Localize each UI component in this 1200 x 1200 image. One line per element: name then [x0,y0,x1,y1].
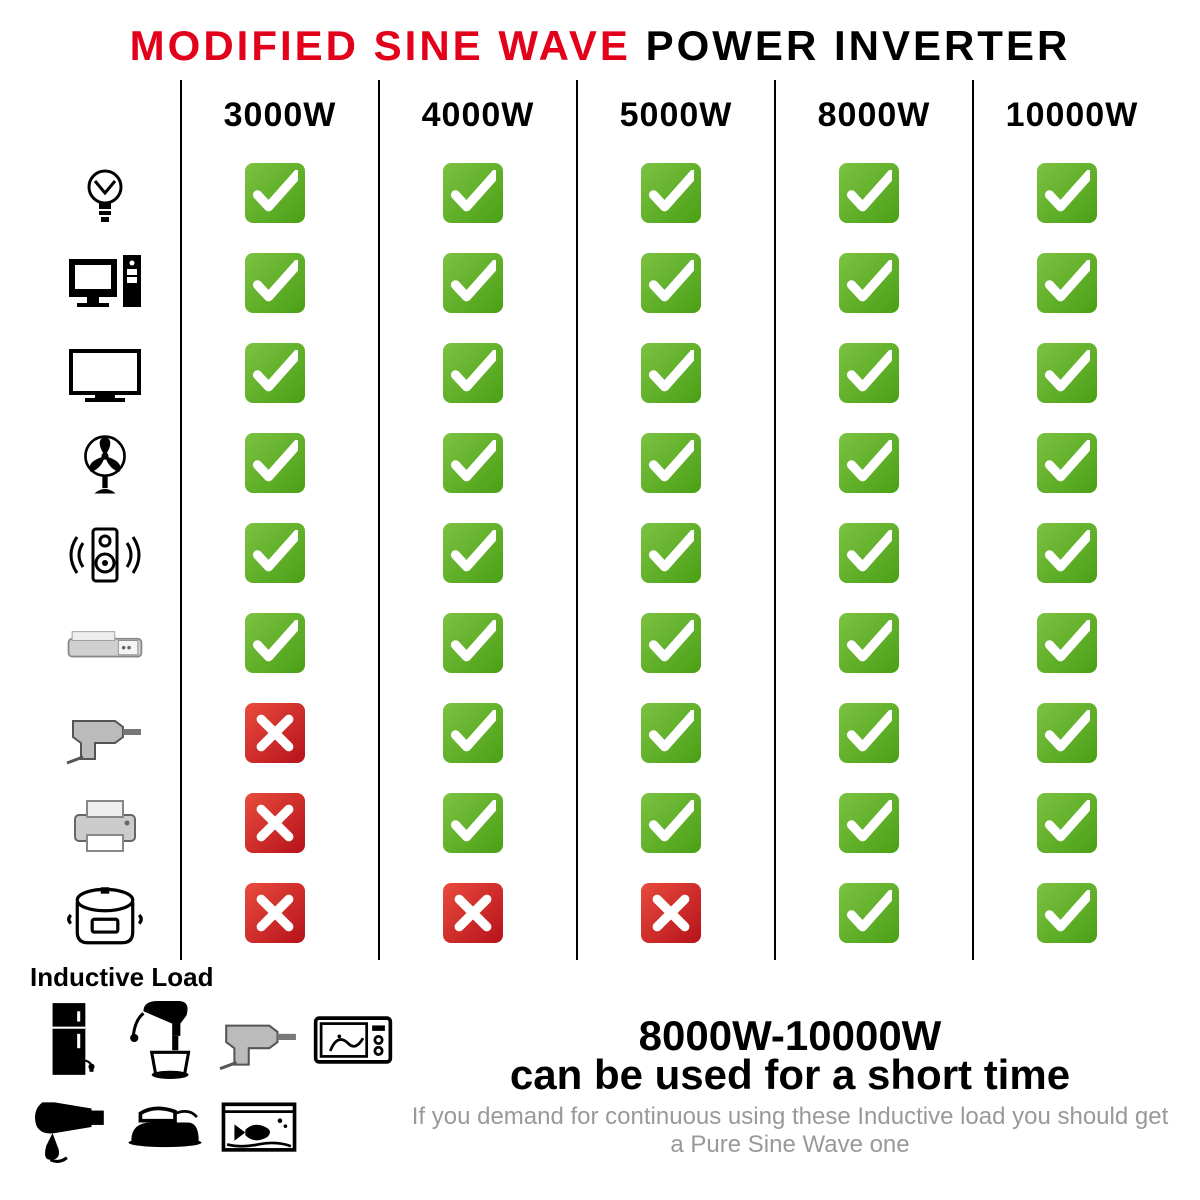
check-mark [576,150,774,240]
mixer-icon [124,999,212,1087]
speaker-icon [30,510,180,600]
check-mark [774,420,972,510]
check-mark [774,240,972,330]
header-blank [30,80,180,150]
check-mark [576,240,774,330]
check-mark [972,510,1170,600]
check-mark [576,780,774,870]
drill2-icon [218,999,306,1087]
check-mark [378,330,576,420]
drill-icon [30,690,180,780]
check-mark [576,600,774,690]
laminator-icon [30,600,180,690]
iron-icon [124,1087,212,1175]
footer-headline: 8000W-10000W can be used for a short tim… [410,1016,1170,1096]
tv-icon [30,330,180,420]
check-mark [378,420,576,510]
computer-icon [30,240,180,330]
check-mark [378,240,576,330]
check-mark [774,690,972,780]
microwave-icon [312,999,400,1087]
cross-mark [180,780,378,870]
inductive-load-icons [30,999,400,1175]
check-mark [576,330,774,420]
printer-icon [30,780,180,870]
title-red: Modified Sine Wave [130,22,631,69]
check-mark [774,870,972,960]
title-black: Power Inverter [646,22,1071,69]
compatibility-table: 3000W4000W5000W8000W10000W [30,80,1170,960]
inductive-load-label: Inductive Load [30,962,1170,993]
hairdryer-icon [30,1087,118,1175]
cross-mark [576,870,774,960]
check-mark [180,600,378,690]
check-mark [180,240,378,330]
check-mark [972,690,1170,780]
check-mark [972,780,1170,870]
check-mark [774,600,972,690]
check-mark [972,420,1170,510]
fan-icon [30,420,180,510]
check-mark [378,510,576,600]
check-mark [972,240,1170,330]
check-mark [576,510,774,600]
lightbulb-icon [30,150,180,240]
check-mark [180,330,378,420]
footer: 8000W-10000W can be used for a short tim… [30,999,1170,1175]
cross-mark [180,870,378,960]
fridge-icon [30,999,118,1087]
check-mark [774,510,972,600]
ricecooker-icon [30,870,180,960]
check-mark [774,150,972,240]
check-mark [378,600,576,690]
column-header: 3000W [180,80,378,150]
check-mark [774,780,972,870]
cross-mark [180,690,378,780]
column-header: 10000W [972,80,1170,150]
check-mark [180,420,378,510]
check-mark [576,690,774,780]
check-mark [972,600,1170,690]
check-mark [378,780,576,870]
footer-subline: If you demand for continuous using these… [410,1103,1170,1158]
check-mark [180,510,378,600]
check-mark [972,870,1170,960]
cross-mark [378,870,576,960]
check-mark [180,150,378,240]
footer-text: 8000W-10000W can be used for a short tim… [400,1016,1170,1159]
page-title: Modified Sine Wave Power Inverter [30,22,1170,70]
check-mark [774,330,972,420]
check-mark [972,150,1170,240]
check-mark [576,420,774,510]
check-mark [378,150,576,240]
column-header: 8000W [774,80,972,150]
check-mark [378,690,576,780]
aquarium-icon [218,1087,306,1175]
check-mark [972,330,1170,420]
column-header: 5000W [576,80,774,150]
column-header: 4000W [378,80,576,150]
